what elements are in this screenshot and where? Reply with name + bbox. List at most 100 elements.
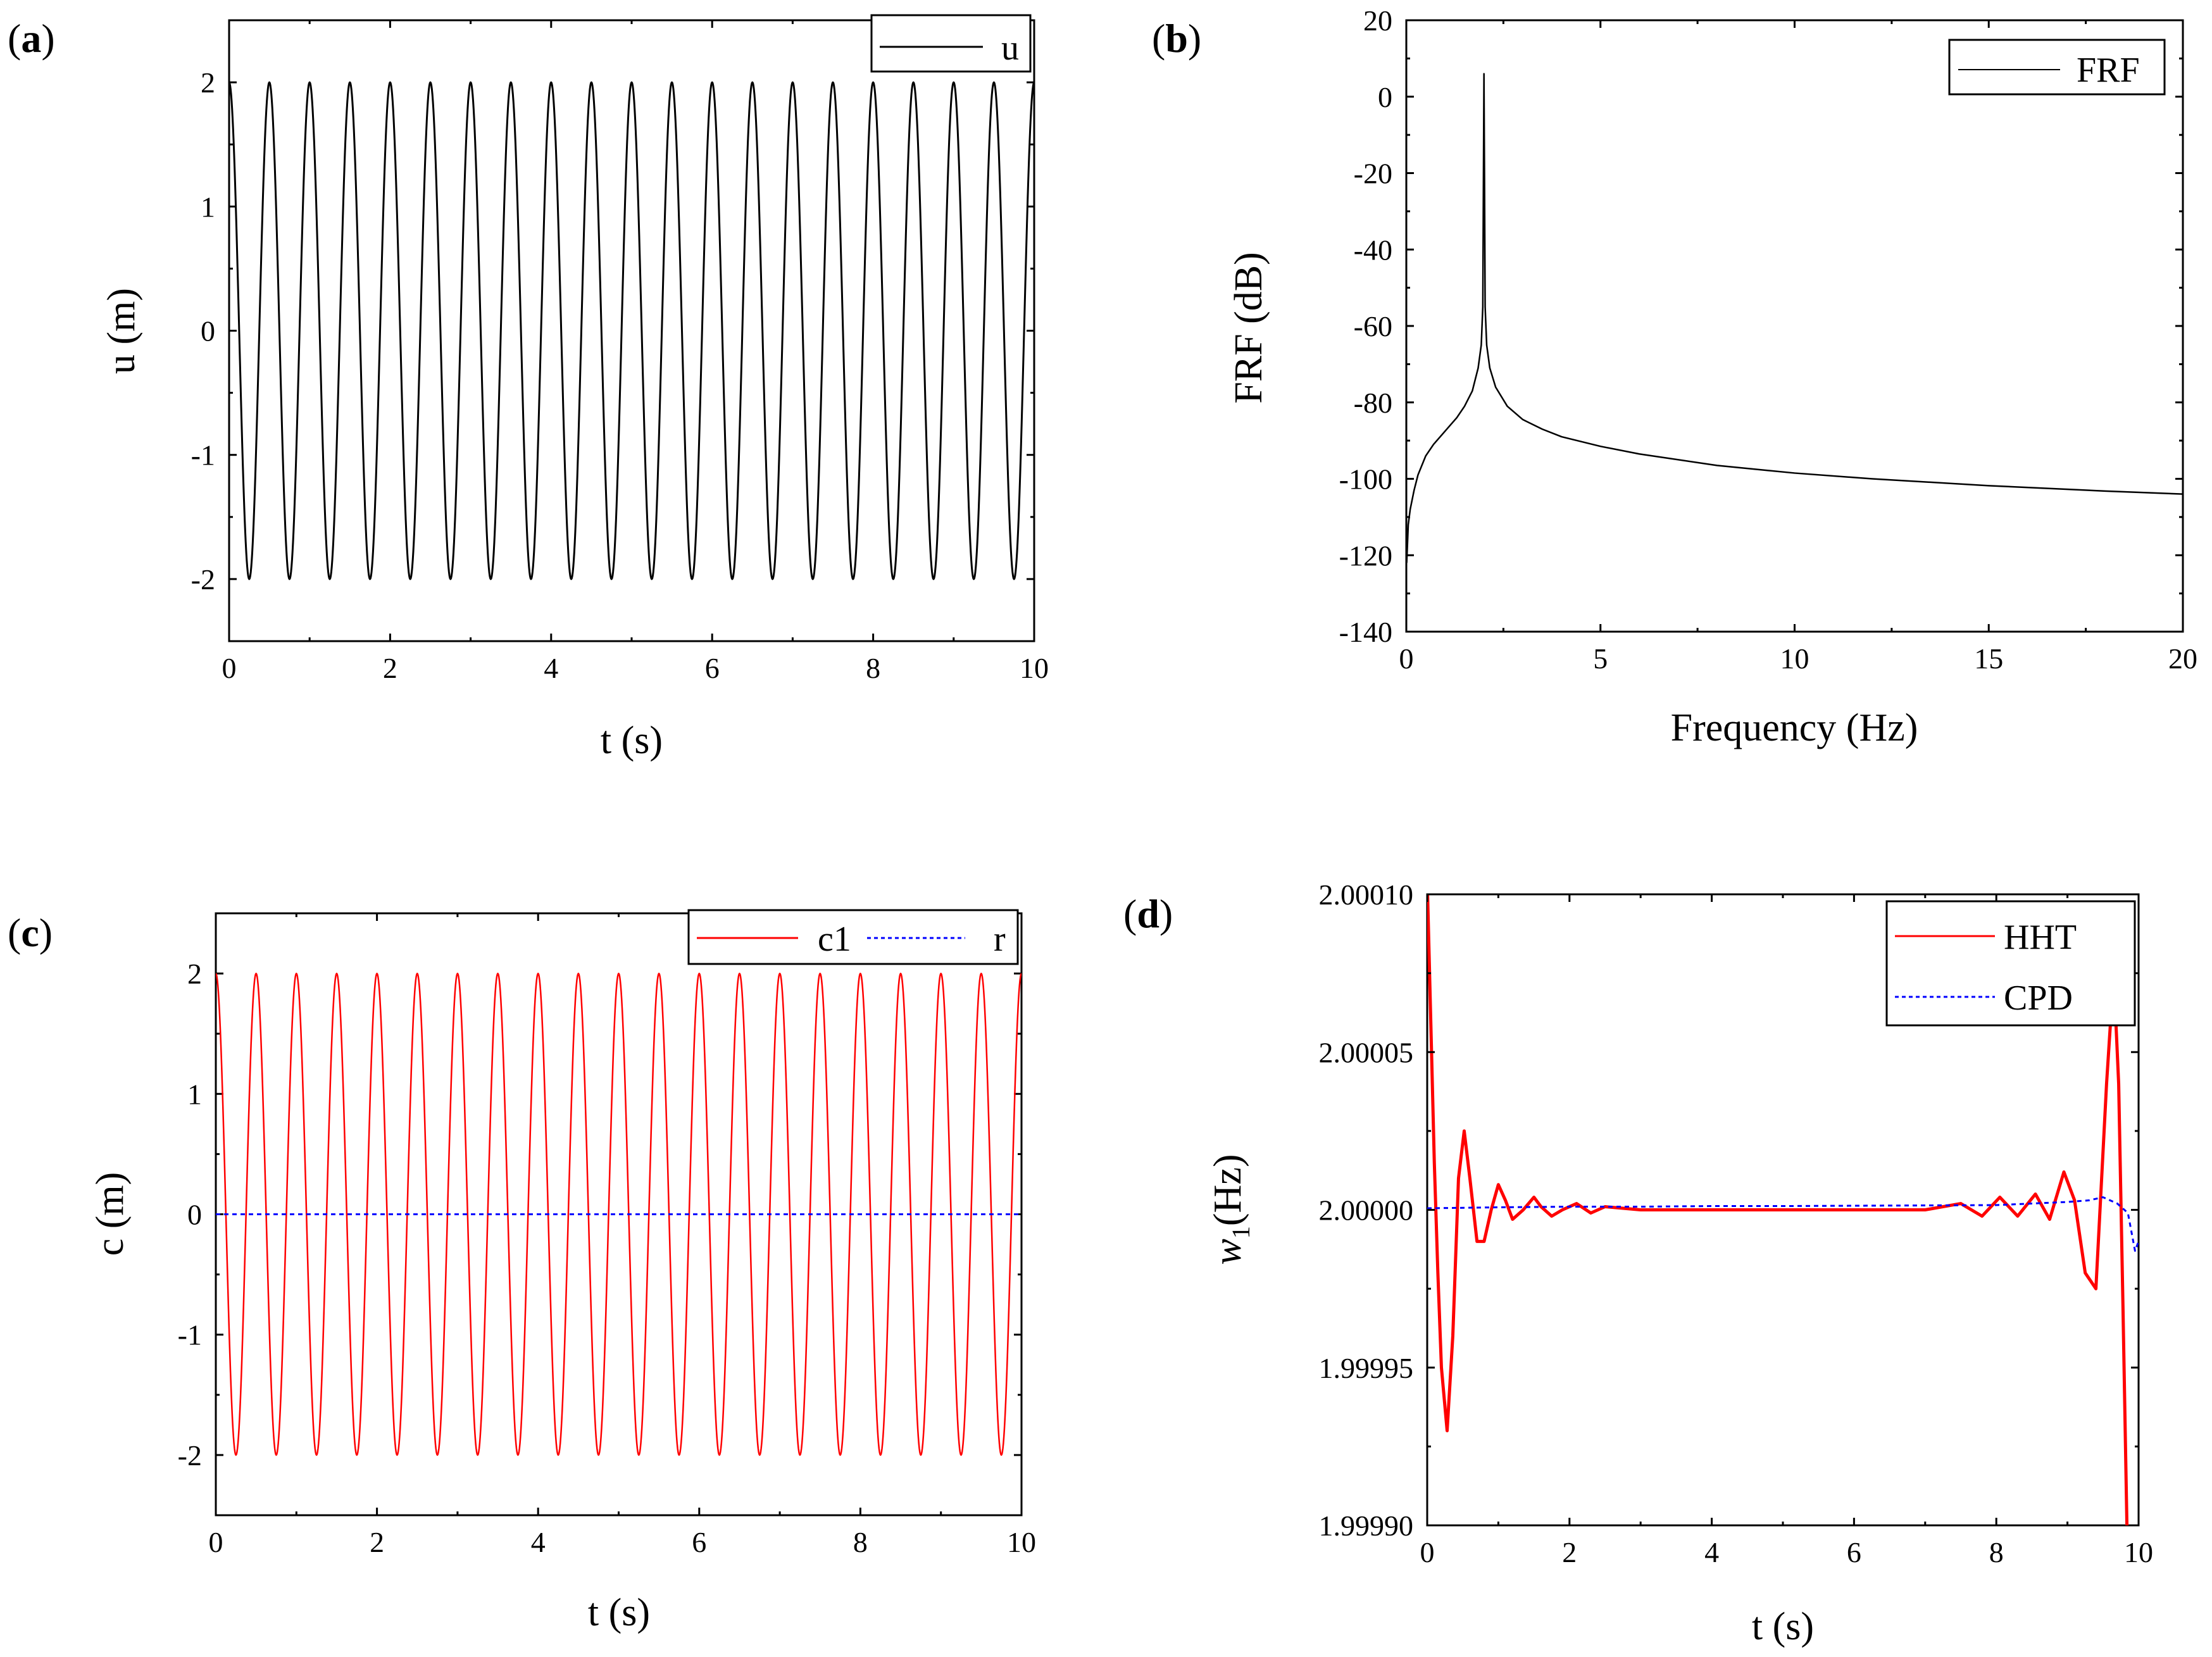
y-tick-label: -2: [191, 563, 215, 596]
x-tick-label: 8: [1989, 1536, 2004, 1568]
y-tick-label: -80: [1354, 387, 1392, 419]
y-tick-label: -1: [191, 439, 215, 472]
x-tick-label: 10: [1780, 642, 1809, 675]
panel-d-ylabel-symbol: w: [1206, 1239, 1249, 1265]
panel-b: (b) 0 5 10 15 20 -140 -120 -100 -80 -60 -40 -20 0 20…: [1152, 4, 2197, 749]
panel-c-ylabel: c (m): [89, 1172, 132, 1256]
x-tick-label: 8: [866, 652, 880, 684]
y-tick-label: -2: [178, 1439, 202, 1472]
y-tick-label: -60: [1354, 310, 1392, 342]
y-tick-label: 0: [187, 1199, 202, 1231]
panel-b-frame: [1405, 19, 2184, 633]
panel-a-x-axis: 0 2 4 6 8 10: [222, 20, 1049, 684]
panel-b-xlabel: Frequency (Hz): [1671, 706, 1918, 749]
panel-b-label: (b): [1152, 16, 1201, 61]
panel-c-legend-label-c1: c1: [818, 920, 851, 959]
y-tick-label: -1: [178, 1319, 202, 1351]
panel-d-label: (d): [1123, 891, 1173, 936]
panel-a: (a) 0 2 4 6 8 10 -2 -1 0 1 2 t (s) u (m) u: [8, 14, 1049, 762]
x-tick-label: 6: [705, 652, 720, 684]
panel-b-legend-box: [1948, 39, 2166, 96]
series-line-u: [229, 81, 1034, 580]
y-tick-label: -100: [1339, 463, 1392, 496]
x-tick-label: 5: [1593, 642, 1608, 675]
panel-d-legend-label-hht: HHT: [2004, 918, 2077, 957]
y-tick-label: 1: [187, 1078, 202, 1110]
x-tick-label: 0: [209, 1526, 223, 1558]
y-tick-label: -40: [1354, 234, 1392, 266]
panel-d-xlabel: t (s): [1752, 1605, 1814, 1648]
panel-c-letter: c: [21, 910, 39, 955]
panel-b-plot-area: [1406, 73, 2183, 563]
panel-a-label: (a): [8, 16, 55, 61]
panel-b-y-axis: -140 -120 -100 -80 -60 -40 -20 0 20: [1339, 4, 2183, 648]
panel-d: (d) 0 2 4 6 8 10 1.99990 1.99995 2.00000 2.00005…: [1123, 879, 2153, 1648]
y-tick-label: -120: [1339, 539, 1392, 572]
panel-d-plot-area: [1427, 894, 2139, 1525]
y-tick-label: -20: [1354, 158, 1392, 190]
panel-a-legend: u: [870, 14, 1032, 73]
y-tick-label: 1: [201, 191, 215, 223]
panel-a-ylabel: u (m): [100, 288, 143, 374]
panel-c-y-axis: -2 -1 0 1 2: [178, 958, 1022, 1472]
panel-d-legend: HHT CPD: [1885, 900, 2136, 1027]
panel-c-legend-label-r: r: [994, 920, 1006, 959]
panel-a-y-axis: -2 -1 0 1 2: [191, 66, 1034, 596]
panel-c-xlabel: t (s): [588, 1591, 650, 1634]
x-tick-label: 6: [692, 1526, 706, 1558]
panel-c-label: (c): [8, 910, 53, 955]
x-tick-label: 8: [853, 1526, 868, 1558]
x-tick-label: 4: [1704, 1536, 1719, 1568]
panel-d-ylabel: w1(Hz): [1206, 1154, 1255, 1265]
series-line-c1: [216, 972, 1022, 1456]
y-tick-label: 20: [1363, 4, 1392, 37]
x-tick-label: 15: [1974, 642, 2003, 675]
panel-c: (c) 0 2 4 6 8 10 -2 -1 0 1 2 t (s) c (m) c1 r: [8, 909, 1036, 1634]
panel-d-legend-label-cpd: CPD: [2004, 979, 2073, 1018]
y-tick-label: 0: [201, 315, 215, 347]
panel-b-x-axis: 0 5 10 15 20: [1399, 20, 2197, 675]
y-tick-label: -140: [1339, 616, 1392, 648]
x-tick-label: 4: [531, 1526, 546, 1558]
x-tick-label: 0: [1420, 1536, 1435, 1568]
panel-a-legend-box: [870, 14, 1032, 73]
y-tick-label: 1.99995: [1319, 1352, 1414, 1384]
x-tick-label: 6: [1847, 1536, 1861, 1568]
panel-a-legend-label-u: u: [1001, 28, 1019, 68]
series-line-cpd: [1427, 1196, 2139, 1252]
panel-c-legend: c1 r: [687, 909, 1019, 965]
panel-a-plot-area: [229, 81, 1034, 580]
x-tick-label: 0: [222, 652, 237, 684]
x-tick-label: 10: [2124, 1536, 2153, 1568]
panel-a-xlabel: t (s): [601, 719, 663, 762]
panel-d-y-axis: 1.99990 1.99995 2.00000 2.00005 2.00010: [1319, 879, 2139, 1542]
x-tick-label: 4: [544, 652, 558, 684]
series-line-hht: [1427, 894, 2129, 1525]
panel-d-x-axis: 0 2 4 6 8 10: [1420, 894, 2153, 1568]
panel-d-ylabel-unit: (Hz): [1206, 1154, 1249, 1227]
panel-a-letter: a: [21, 16, 41, 61]
y-tick-label: 2: [187, 958, 202, 990]
panel-b-legend-label-frf: FRF: [2077, 51, 2140, 90]
x-tick-label: 20: [2168, 642, 2197, 675]
panel-b-letter: b: [1165, 16, 1188, 61]
panel-b-legend: FRF: [1948, 39, 2166, 96]
y-tick-label: 2: [201, 66, 215, 99]
y-tick-label: 0: [1378, 81, 1392, 113]
y-tick-label: 2.00000: [1319, 1194, 1414, 1227]
panel-c-plot-area: [216, 972, 1022, 1456]
panel-d-ylabel-subscript: 1: [1227, 1226, 1255, 1239]
x-tick-label: 2: [1562, 1536, 1577, 1568]
x-tick-label: 10: [1007, 1526, 1036, 1558]
panel-d-legend-box: [1885, 900, 2136, 1027]
series-line-frf: [1406, 73, 2183, 563]
panel-a-frame: [228, 19, 1035, 642]
y-tick-label: 2.00010: [1319, 879, 1414, 911]
panel-b-ylabel: FRF (dB): [1227, 252, 1270, 403]
x-tick-label: 2: [383, 652, 397, 684]
x-tick-label: 2: [370, 1526, 384, 1558]
y-tick-label: 2.00005: [1319, 1036, 1414, 1068]
x-tick-label: 10: [1020, 652, 1049, 684]
x-tick-label: 0: [1399, 642, 1414, 675]
